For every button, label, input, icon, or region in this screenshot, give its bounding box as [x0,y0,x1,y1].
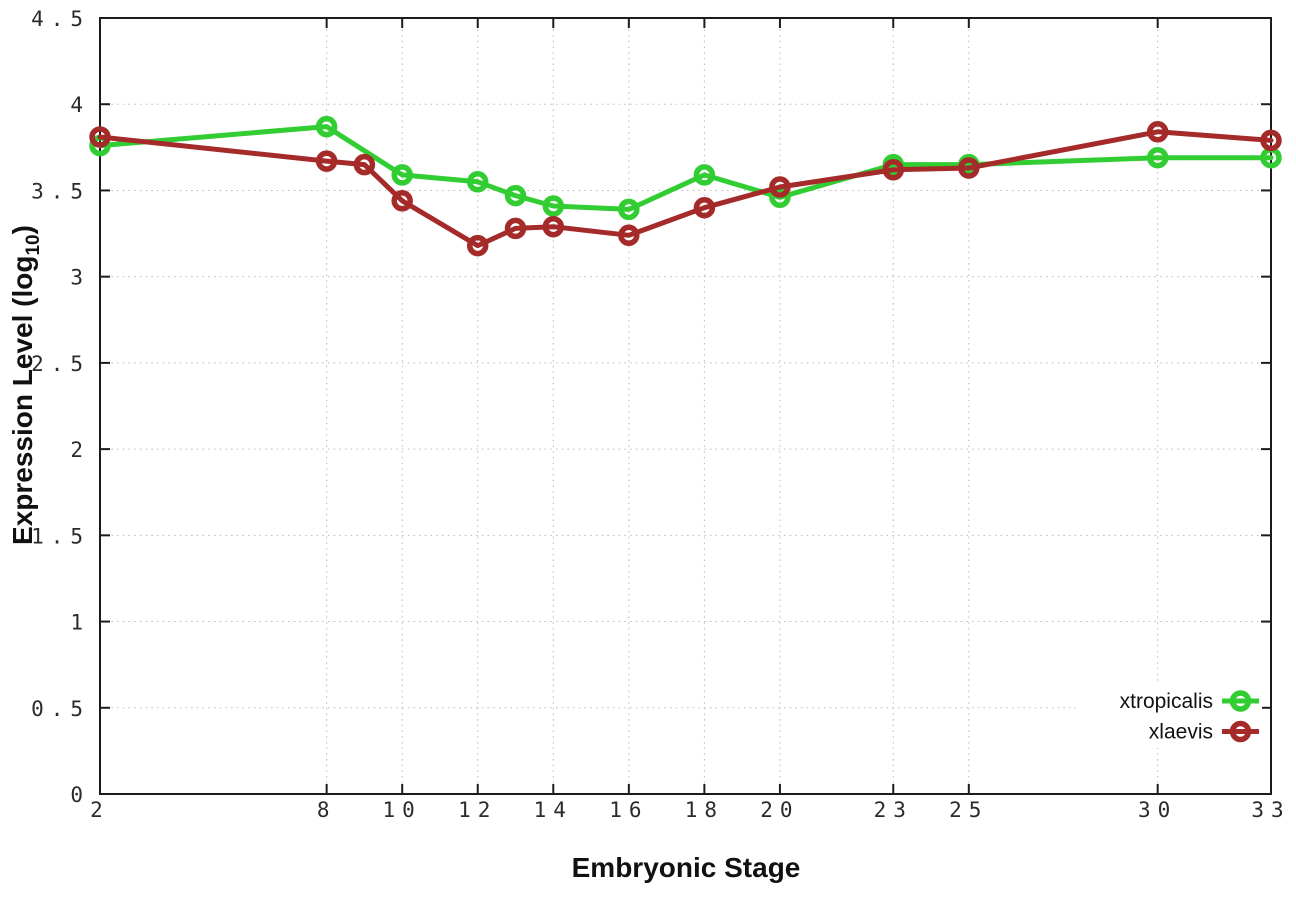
data-point [1260,129,1282,152]
series-xlaevis [89,121,1282,257]
y-tick-labels: 0 0.5 1 1.5 2 2.5 3 3.5 4 4.5 [31,7,90,807]
data-point [618,224,640,247]
data-point [958,157,980,179]
x-tick-label: 2 [90,798,110,822]
legend-entry-xlaevis: xlaevis [1149,721,1259,744]
y-tick-label: 1.5 [31,524,90,548]
y-tick-label: 1 [70,611,90,635]
x-tick-label: 10 [383,798,422,822]
plot-border [99,17,1272,795]
data-point [315,150,338,172]
data-point [504,184,527,207]
y-axis-title: Expression Level (log10) [7,225,45,545]
data-point [618,198,640,221]
gridlines [99,17,1272,795]
data-point [391,190,413,212]
x-tick-labels: 2 8 10 12 14 16 18 20 23 25 30 33 [90,798,1290,822]
data-point [693,196,716,219]
data-point [504,217,527,240]
x-axis-title: Embryonic Stage [571,852,801,883]
data-point [693,164,716,186]
legend-sample-marker [1229,690,1252,712]
legend-entry-xtropicalis: xtropicalis [1120,690,1259,713]
series-line [97,129,1274,249]
legend-label: xlaevis [1149,721,1213,744]
y-axis-title-text: Expression Level (log [7,255,38,545]
y-tick-label: 3 [70,266,90,290]
y-axis-title-subscript: 10 [23,234,44,256]
data-point [466,234,489,257]
series-line [97,124,1274,212]
x-tick-label: 12 [458,798,497,822]
data-point [466,171,489,193]
y-tick-label: 0.5 [31,697,90,721]
y-tick-label: 0 [70,783,90,807]
x-tick-label: 8 [317,798,337,822]
x-tick-label: 25 [949,798,988,822]
data-point [391,164,413,186]
data-point [353,153,376,176]
series-xtropicalis [89,115,1282,221]
data-point [542,195,565,217]
x-tick-label: 23 [874,798,913,822]
x-tick-label: 16 [609,798,648,822]
y-tick-label: 2 [70,438,90,462]
y-axis-title-suffix: ) [7,225,38,235]
x-tick-label: 33 [1251,798,1290,822]
legend: xtropicalis xlaevis [1076,682,1262,748]
data-point [315,115,338,138]
data-point [89,126,111,148]
legend-sample-marker [1229,720,1252,743]
legend-background [1076,682,1262,748]
x-tick-label: 14 [534,798,573,822]
data-point [769,176,791,198]
y-tick-label: 4 [70,93,90,117]
y-tick-label: 4.5 [31,7,90,31]
data-point [542,215,565,238]
data-point [1146,146,1169,169]
x-tick-label: 18 [685,798,724,822]
x-tick-label: 20 [760,798,799,822]
data-point [1146,121,1169,143]
x-tick-label: 30 [1138,798,1177,822]
data-point [882,159,905,181]
legend-label: xtropicalis [1120,690,1213,713]
y-tick-label: 2.5 [31,352,90,376]
y-tick-label: 3.5 [31,179,90,203]
axis-ticks [99,17,1272,795]
